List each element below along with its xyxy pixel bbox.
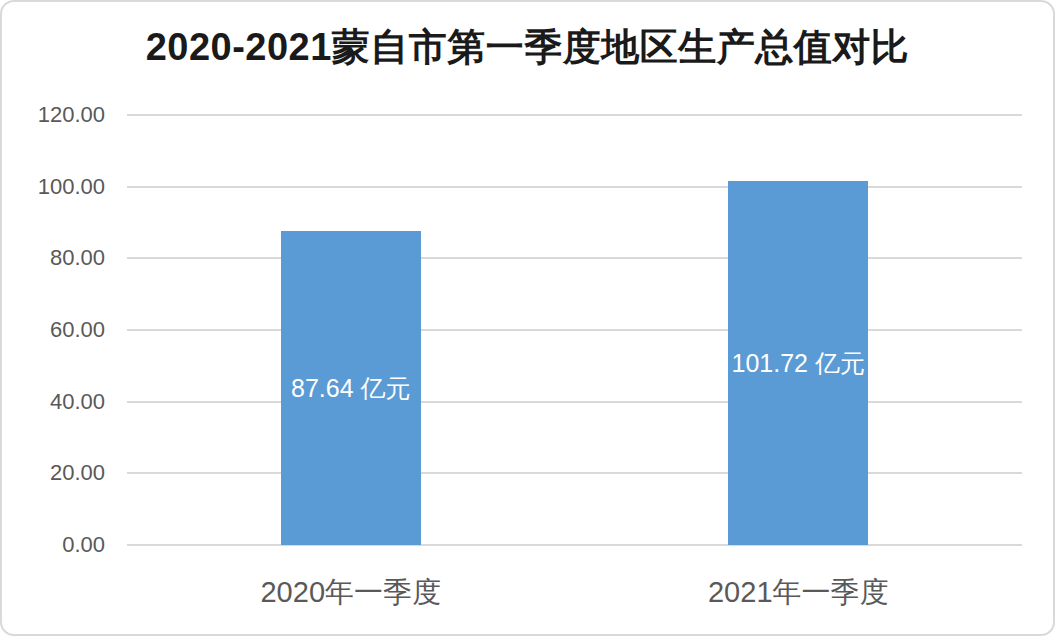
bar-value-label: 101.72 亿元 [732,346,865,379]
y-tick-label: 0.00 [62,532,105,558]
x-category-label: 2021年一季度 [708,573,889,613]
y-tick-label: 120.00 [38,102,105,128]
x-category-label: 2020年一季度 [260,573,441,613]
y-tick-label: 100.00 [38,174,105,200]
x-axis-labels: 2020年一季度 2021年一季度 [127,545,1022,620]
gridline [127,257,1022,259]
y-tick-label: 20.00 [50,460,105,486]
gridline [127,186,1022,188]
y-axis-ticks: 120.00100.0080.0060.0040.0020.000.00 [2,115,105,545]
bar: 101.72 亿元 [728,181,868,545]
gridline [127,329,1022,331]
chart-frame: 2020-2021蒙自市第一季度地区生产总值对比 120.00 100.00 80.… [0,0,1055,636]
chart-title: 2020-2021蒙自市第一季度地区生产总值对比 [2,22,1053,73]
y-tick-label: 80.00 [50,245,105,271]
bar-value-label: 87.64 亿元 [291,371,411,404]
gridline [127,114,1022,116]
y-tick-label: 40.00 [50,389,105,415]
plot-area: 87.64 亿元 101.72 亿元 [127,115,1022,545]
gridline [127,401,1022,403]
bar: 87.64 亿元 [281,231,421,545]
gridline [127,472,1022,474]
y-tick-label: 60.00 [50,317,105,343]
